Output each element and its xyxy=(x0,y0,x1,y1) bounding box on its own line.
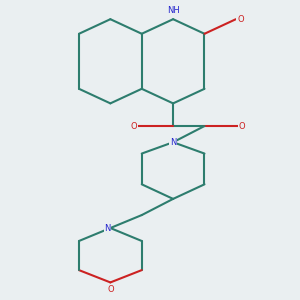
Text: NH: NH xyxy=(167,6,179,15)
Text: N: N xyxy=(170,138,176,147)
Text: N: N xyxy=(104,224,111,232)
Text: O: O xyxy=(107,285,114,294)
Text: O: O xyxy=(131,122,137,130)
Text: O: O xyxy=(237,15,244,24)
Text: O: O xyxy=(239,122,245,130)
